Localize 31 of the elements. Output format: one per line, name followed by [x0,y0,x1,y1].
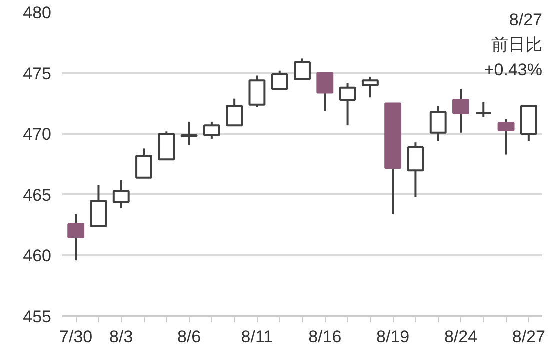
candlestick [203,120,220,140]
x-tick-label: 8/3 [110,328,134,346]
x-tick-label: 8/19 [376,328,410,346]
y-tick-label: 455 [23,308,52,326]
y-tick-label: 475 [23,64,52,84]
candlestick [180,120,198,146]
y-tick-label: 470 [23,125,52,144]
candlestick [362,76,379,99]
candlestick [407,142,424,198]
candlestick [475,101,492,118]
x-tick-label: 8/11 [241,328,274,346]
candlestick [316,72,334,112]
y-tick-label: 465 [23,186,52,205]
candlestick [271,70,288,90]
annotation: 8/27 前日比 +0.43% [484,10,543,80]
x-tick-label: 8/6 [177,328,202,346]
candlestick [68,213,85,262]
x-tick-label: 8/24 [444,328,478,346]
candlestick [339,82,356,127]
candlestick [452,88,470,134]
x-tick-label: 8/16 [308,328,342,346]
x-tick-label: 8/27 [512,328,546,346]
candlestick [136,148,152,179]
candlestick [294,58,311,80]
y-tick-label: 460 [23,246,52,266]
candlestick [430,105,447,142]
y-tick-label: 480 [23,4,52,22]
candlestick [498,118,515,156]
candlestick [112,179,130,210]
x-tick-label: 7/30 [60,328,93,346]
candlestick [226,98,244,127]
